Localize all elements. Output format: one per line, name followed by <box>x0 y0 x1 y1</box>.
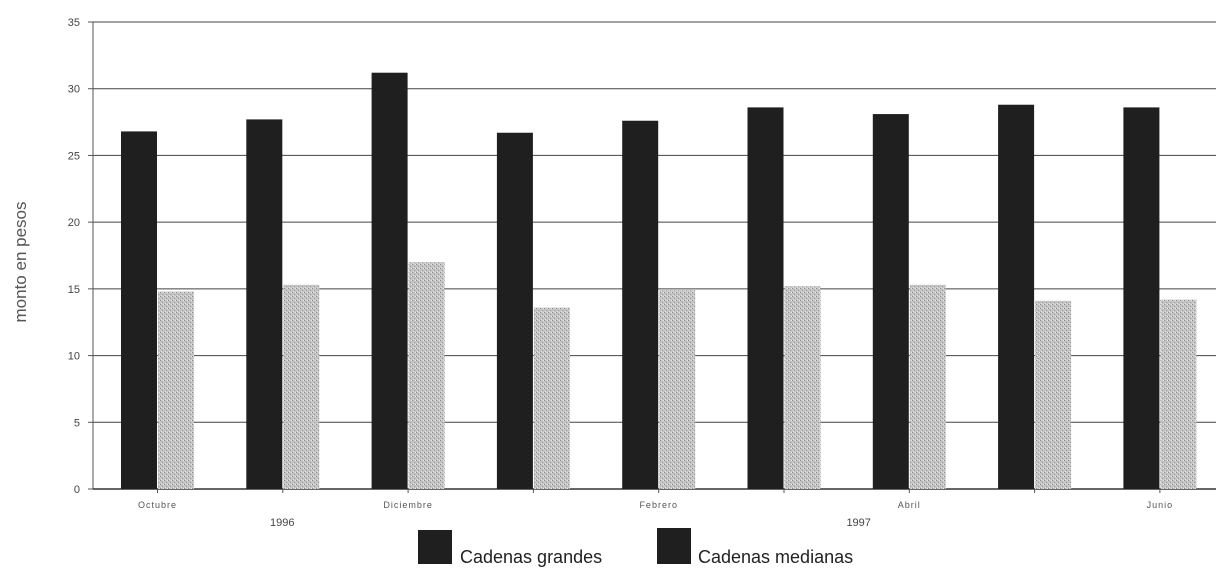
year-labels: 1996 1997 <box>270 517 871 529</box>
y-tick-label: 0 <box>74 484 80 496</box>
y-tick-label: 25 <box>68 150 80 162</box>
y-tick-label: 30 <box>68 84 80 96</box>
bar-cadenas-medianas <box>158 291 194 489</box>
y-tick-label: 15 <box>68 284 80 296</box>
bar-cadenas-medianas <box>909 284 946 489</box>
x-tick-label: Octubre <box>138 500 177 510</box>
bar-cadenas-grandes <box>747 107 784 489</box>
legend-label-cadenas-grandes: Cadenas grandes <box>460 547 602 567</box>
legend: Cadenas grandes Cadenas medianas <box>418 528 853 567</box>
year-label: 1996 <box>270 517 294 529</box>
bar-cadenas-grandes <box>371 72 408 490</box>
bar-cadenas-medianas <box>533 307 570 489</box>
x-tick-label: Abril <box>898 500 921 510</box>
bar-cadenas-grandes <box>622 120 659 489</box>
bar-cadenas-medianas <box>659 290 696 489</box>
legend-label-cadenas-medianas: Cadenas medianas <box>698 547 853 567</box>
bar-cadenas-grandes <box>121 131 157 489</box>
bar-cadenas-medianas <box>1160 299 1197 489</box>
y-axis-label: monto en pesos <box>11 202 30 323</box>
legend-swatch-cadenas-grandes <box>418 530 452 564</box>
y-tick-label: 35 <box>68 17 80 29</box>
y-tick-label: 10 <box>68 351 80 363</box>
x-tick-labels: Octubre Diciembre Febrero Abril Junio <box>138 489 1174 510</box>
bar-cadenas-grandes <box>1123 107 1160 489</box>
x-tick-label: Febrero <box>639 500 678 510</box>
bar-cadenas-medianas <box>1035 300 1072 489</box>
year-label: 1997 <box>846 517 870 529</box>
bar-cadenas-medianas <box>283 284 320 489</box>
bar-cadenas-grandes <box>246 119 283 489</box>
bars <box>121 72 1197 490</box>
bar-cadenas-grandes <box>998 104 1035 490</box>
bar-cadenas-grandes <box>496 132 533 489</box>
x-tick-label: Diciembre <box>383 500 433 510</box>
x-tick-label: Junio <box>1147 500 1174 510</box>
bar-cadenas-medianas <box>784 286 821 489</box>
bar-cadenas-grandes <box>872 114 909 490</box>
bar-cadenas-medianas <box>408 262 445 489</box>
legend-swatch-cadenas-medianas <box>657 528 691 564</box>
y-tick-labels: 0 5 10 15 20 25 30 35 <box>68 17 80 496</box>
y-tick-label: 20 <box>68 217 80 229</box>
y-tick-label: 5 <box>74 417 80 429</box>
